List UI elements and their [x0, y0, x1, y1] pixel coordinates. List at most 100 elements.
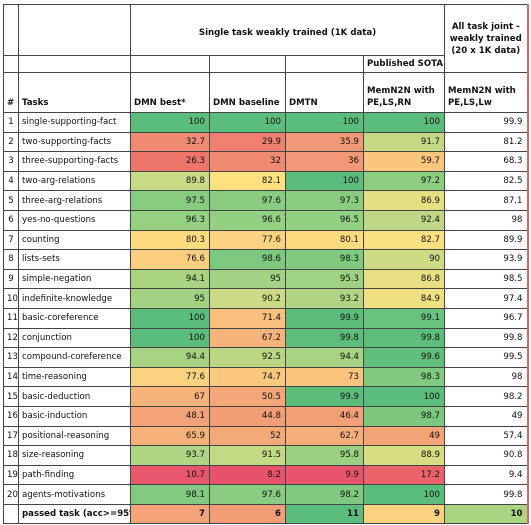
cell-dmn-best: 77.6: [130, 366, 210, 388]
cell-memn2n-joint: 99.8: [444, 484, 529, 505]
cell-dmn-best: 89.8: [130, 170, 210, 192]
task-name: time-reasoning: [18, 366, 131, 388]
cell-dmn-baseline: 52: [209, 425, 286, 447]
cell-memn2n: 100: [363, 112, 445, 133]
table-row: 15 basic-deduction 67 50.5 99.9 100 98.2: [3, 386, 529, 407]
col-header-memn2n-joint: MemN2N with PE,LS,Lw: [444, 72, 529, 113]
task-name: lists-sets: [18, 249, 131, 270]
task-name: basic-deduction: [18, 386, 131, 407]
task-name: agents-motivations: [18, 484, 131, 505]
cell-dmtn: 99.8: [285, 327, 364, 349]
table-row: 12 conjunction 100 67.2 99.8 99.8 99.8: [3, 327, 529, 349]
cell-memn2n-joint: 98.5: [444, 268, 529, 290]
task-name: indefinite-knowledge: [18, 288, 131, 309]
col-header-dmtn: DMTN: [285, 72, 364, 113]
row-number: 1: [3, 112, 19, 133]
cell-dmn-best: 94.4: [130, 347, 210, 368]
cell-memn2n: 17.2: [363, 464, 445, 486]
cell-memn2n-joint: 82.5: [444, 170, 529, 192]
cell-dmn-baseline: 98.6: [209, 249, 286, 270]
table-row: 20 agents-motivations 98.1 97.6 98.2 100 99.8: [3, 484, 529, 505]
col-header-tasks: Tasks: [18, 72, 131, 113]
cell-memn2n-joint: 98.2: [444, 386, 529, 407]
cell-memn2n: 88.9: [363, 445, 445, 466]
cell-dmtn: 100: [285, 112, 364, 133]
cell-memn2n: 84.9: [363, 288, 445, 309]
cell-dmtn: 9.9: [285, 464, 364, 486]
row-number: 2: [3, 131, 19, 153]
task-name: path-finding: [18, 464, 131, 486]
blank-cell: [18, 55, 131, 73]
cell-memn2n-joint: 97.4: [444, 288, 529, 309]
table-row: 8 lists-sets 76.6 98.6 98.3 90 93.9: [3, 249, 529, 270]
blank-cell: [130, 55, 210, 73]
cell-dmn-best: 98.1: [130, 484, 210, 505]
table-row: 16 basic-induction 48.1 44.8 46.4 98.7 49: [3, 405, 529, 427]
cell-memn2n: 90: [363, 249, 445, 270]
cell-dmtn: 99.9: [285, 307, 364, 329]
cell-dmn-baseline: 95: [209, 268, 286, 290]
blank-corner-tasks: [18, 4, 131, 56]
row-number: 6: [3, 209, 19, 231]
row-number: 12: [3, 327, 19, 349]
cell-memn2n-joint: 98: [444, 209, 529, 231]
footer-num: [3, 503, 19, 524]
blank-cell: [285, 55, 364, 73]
row-number: 11: [3, 307, 19, 329]
cell-dmtn: 36: [285, 151, 364, 172]
cell-memn2n-joint: 90.8: [444, 445, 529, 466]
results-body: 1 single-supporting-fact 100 100 100 100 99.9 2…: [3, 112, 529, 505]
cell-dmn-best: 100: [130, 327, 210, 349]
table-row: 3 three-supporting-facts 26.3 32 36 59.7 68.3: [3, 151, 529, 172]
table-row: 5 three-arg-relations 97.5 97.6 97.3 86.9 87.1: [3, 190, 529, 211]
cell-dmtn: 98.3: [285, 249, 364, 270]
cell-dmtn: 80.1: [285, 229, 364, 251]
cell-memn2n-joint: 81.2: [444, 131, 529, 153]
cell-dmn-best: 100: [130, 112, 210, 133]
cell-dmtn: 99.9: [285, 386, 364, 407]
cell-dmtn: 97.3: [285, 190, 364, 211]
cell-dmn-best: 48.1: [130, 405, 210, 427]
cell-memn2n-joint: 98: [444, 366, 529, 388]
task-name: size-reasoning: [18, 445, 131, 466]
footer-cell-memn2n: 9: [363, 503, 445, 524]
table-row: 14 time-reasoning 77.6 74.7 73 98.3 98: [3, 366, 529, 388]
row-number: 16: [3, 405, 19, 427]
cell-dmtn: 35.9: [285, 131, 364, 153]
task-name: basic-coreference: [18, 307, 131, 329]
cell-dmn-baseline: 77.6: [209, 229, 286, 251]
results-table-container: Single task weakly trained (1K data) All…: [3, 4, 529, 524]
cell-dmtn: 93.2: [285, 288, 364, 309]
row-number: 9: [3, 268, 19, 290]
cell-dmtn: 96.5: [285, 209, 364, 231]
row-number: 4: [3, 170, 19, 192]
cell-memn2n: 49: [363, 425, 445, 447]
cell-dmn-baseline: 74.7: [209, 366, 286, 388]
cell-memn2n-joint: 9.4: [444, 464, 529, 486]
published-sota-header: Published SOTA: [363, 55, 445, 73]
cell-memn2n: 59.7: [363, 151, 445, 172]
footer-row: passed task (acc>=95%) 7 6 11 9 10: [3, 503, 529, 524]
task-name: two-arg-relations: [18, 170, 131, 192]
row-number: 19: [3, 464, 19, 486]
task-name: positional-reasoning: [18, 425, 131, 447]
row-number: 18: [3, 445, 19, 466]
table-row: 10 indefinite-knowledge 95 90.2 93.2 84.9 97.4: [3, 288, 529, 309]
cell-dmtn: 98.2: [285, 484, 364, 505]
row-number: 20: [3, 484, 19, 505]
cell-dmn-best: 67: [130, 386, 210, 407]
cell-dmn-best: 94.1: [130, 268, 210, 290]
cell-dmn-baseline: 96.6: [209, 209, 286, 231]
cell-dmn-baseline: 97.6: [209, 190, 286, 211]
row-number: 10: [3, 288, 19, 309]
table-row: 9 simple-negation 94.1 95 95.3 86.8 98.5: [3, 268, 529, 290]
cell-memn2n: 98.3: [363, 366, 445, 388]
cell-memn2n: 82.7: [363, 229, 445, 251]
cell-memn2n-joint: 99.5: [444, 347, 529, 368]
task-name: yes-no-questions: [18, 209, 131, 231]
cell-memn2n-joint: 57.4: [444, 425, 529, 447]
cell-dmtn: 46.4: [285, 405, 364, 427]
row-number: 5: [3, 190, 19, 211]
col-header-memn2n: MemN2N with PE,LS,RN: [363, 72, 445, 113]
cell-dmtn: 73: [285, 366, 364, 388]
